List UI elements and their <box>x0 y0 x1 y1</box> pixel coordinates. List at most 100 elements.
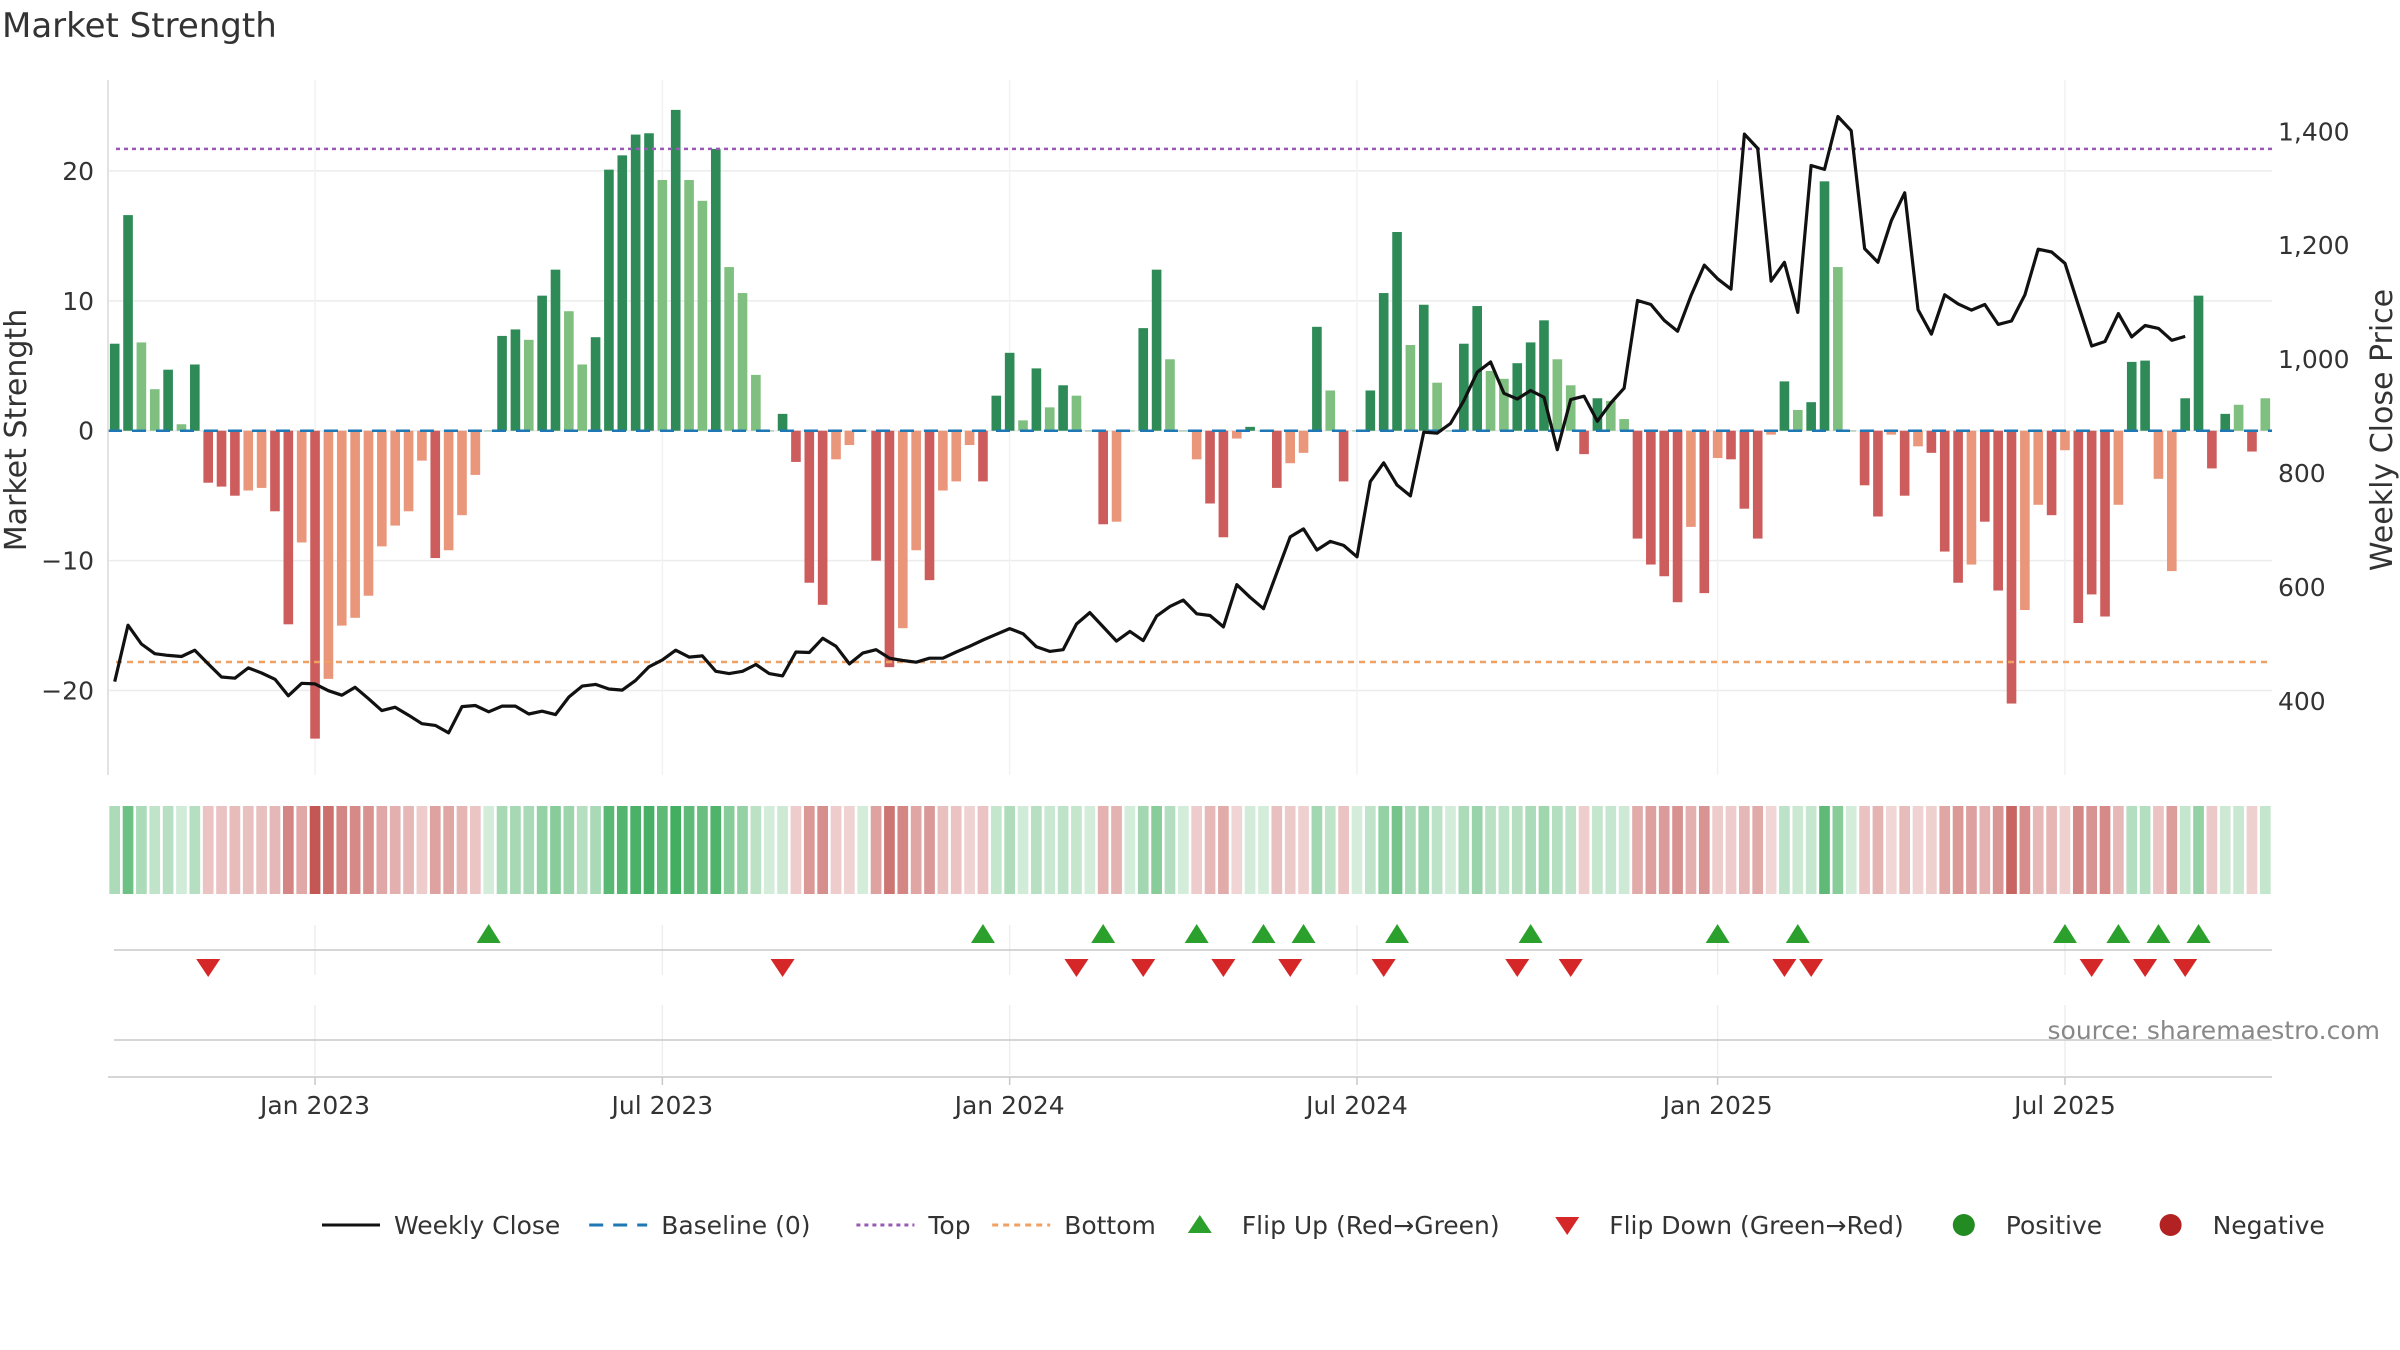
heat-cell <box>630 806 641 894</box>
heat-cell <box>176 806 187 894</box>
heat-cell <box>1885 806 1897 894</box>
y2-axis-title: Weekly Close Price <box>2365 289 2400 571</box>
strength-bar <box>1993 430 2003 591</box>
heat-cell <box>1872 806 1884 894</box>
legend-swatch-flip-up <box>1187 1215 1212 1233</box>
legend-label: Weekly Close <box>394 1211 560 1240</box>
strength-bar <box>1138 328 1149 431</box>
x-tick-label: Jul 2025 <box>2012 1091 2116 1120</box>
heat-cell <box>149 806 161 894</box>
strength-bar <box>844 430 855 446</box>
flip-up-marker <box>2186 924 2211 943</box>
heat-cell <box>1031 806 1042 894</box>
strength-bar <box>2046 430 2057 516</box>
heat-cell <box>416 806 428 894</box>
heat-cell <box>1324 806 1336 894</box>
heat-cell <box>977 806 989 894</box>
strength-bar <box>497 335 507 431</box>
empty-panel <box>114 1005 2272 1075</box>
heat-cell <box>2046 806 2057 894</box>
strength-bar <box>1846 430 1857 432</box>
strength-bar <box>1966 430 1977 565</box>
strength-bar <box>1218 430 1229 538</box>
strength-bar <box>871 430 881 561</box>
heat-cell <box>1632 806 1643 894</box>
legend-item: Top <box>856 1211 971 1240</box>
heat-cell <box>1191 806 1203 894</box>
strength-bar <box>1085 430 1095 432</box>
strength-bar <box>1913 430 1923 447</box>
strength-bar <box>163 369 173 431</box>
heat-cell <box>2032 806 2044 894</box>
strength-bar <box>2006 430 2017 704</box>
strength-bar <box>1018 420 1028 431</box>
strength-bar <box>911 430 921 551</box>
heat-cell <box>1939 806 1951 894</box>
flip-up-marker <box>2146 924 2171 943</box>
grid-layer <box>108 80 2272 775</box>
legend-item: Positive <box>1952 1211 2102 1240</box>
flip-up-marker <box>970 924 995 943</box>
heat-cell <box>2113 806 2124 894</box>
heat-cell <box>1792 806 1804 894</box>
flip-down-marker <box>1558 959 1583 977</box>
strength-bar <box>1739 430 1750 509</box>
heat-cell <box>269 806 281 894</box>
strength-bar <box>430 430 441 559</box>
flip-down-marker <box>770 959 795 977</box>
heat-cell <box>1284 806 1296 894</box>
y-tick-label: −10 <box>41 547 94 576</box>
strength-bar <box>817 430 828 605</box>
heat-cell <box>1244 806 1256 894</box>
strength-bar <box>604 169 614 431</box>
heat-cell <box>790 806 802 894</box>
heat-cell <box>296 806 308 894</box>
strength-bar <box>590 337 601 431</box>
strength-bar <box>804 430 815 583</box>
heat-cell <box>2206 806 2218 894</box>
heat-cell <box>2019 806 2031 894</box>
heat-cell <box>1471 806 1483 894</box>
strength-bar <box>2060 430 2070 451</box>
heat-cell <box>2259 806 2271 894</box>
strength-bar <box>1525 342 1536 431</box>
strength-bar <box>523 339 534 431</box>
heat-cell <box>523 806 535 894</box>
heat-cell <box>803 806 815 894</box>
strength-bar <box>1752 430 1763 539</box>
strength-bar <box>1031 368 1042 431</box>
strength-bar <box>216 430 227 487</box>
strength-bar <box>1619 419 1629 431</box>
strength-bar <box>791 430 801 462</box>
strength-bar <box>377 430 387 547</box>
strength-bar <box>1659 430 1670 577</box>
heat-cell <box>550 806 561 894</box>
heat-cell <box>1712 806 1723 894</box>
heat-cell <box>1338 806 1349 894</box>
strength-bar <box>136 342 147 431</box>
reference-lines <box>108 147 2272 664</box>
strength-bar <box>323 430 334 679</box>
strength-bar <box>350 430 360 618</box>
strength-bar <box>1899 430 1910 496</box>
heat-cell <box>1498 806 1510 894</box>
strength-bar <box>2167 430 2177 572</box>
heat-cell <box>1097 806 1109 894</box>
legend-item: Flip Down (Green→Red) <box>1555 1211 1904 1240</box>
strength-bar <box>1632 430 1643 539</box>
heat-cell <box>1618 806 1630 894</box>
heat-cell <box>2006 806 2017 894</box>
strength-bar <box>310 430 320 739</box>
strength-bar <box>256 430 267 488</box>
heat-cell <box>924 806 935 894</box>
strength-bar <box>1779 381 1790 431</box>
heat-cell <box>496 806 508 894</box>
heat-cell <box>1658 806 1670 894</box>
flip-down-marker <box>1772 959 1797 977</box>
strength-bar <box>1512 363 1523 431</box>
flip-up-marker <box>2106 924 2131 943</box>
heat-cell <box>1071 806 1082 894</box>
heat-cell <box>897 806 909 894</box>
heat-cell <box>1845 806 1857 894</box>
strength-bar <box>1605 400 1616 431</box>
